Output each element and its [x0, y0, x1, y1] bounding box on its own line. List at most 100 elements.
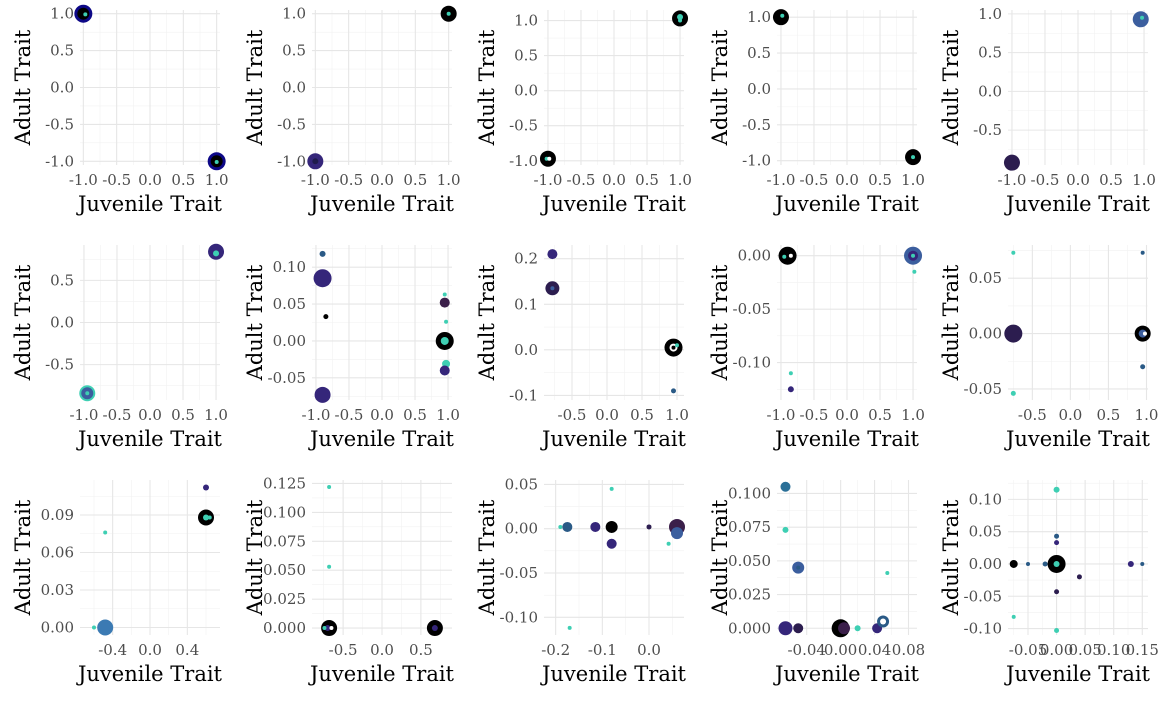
data-point [854, 625, 861, 632]
data-point [606, 538, 617, 549]
data-point [329, 626, 334, 631]
x-tick-label: 0.0 [835, 406, 859, 424]
data-point [780, 13, 785, 18]
data-point [1127, 560, 1134, 567]
y-tick-label: 1.0 [747, 8, 771, 26]
scatter-panel-14: -0.040.00 0.04 0.08 0.000 0.025 0.050 0.075 0.1… [708, 480, 925, 686]
data-point [782, 254, 787, 259]
x-tick-label: -1.0 [766, 406, 795, 424]
data-point [314, 386, 331, 403]
data-point [1054, 589, 1060, 595]
y-tick-label: 0.05 [969, 269, 1002, 287]
x-tick-label: -0.5 [800, 171, 829, 189]
y-tick-label: 0.5 [747, 44, 771, 62]
scatter-panel-3: -1.0 -0.5 0.0 0.5 1.0 -1.0 -0.5 0.0 0.5 1.0 Juveni… [475, 10, 692, 216]
x-tick-label: -0.4 [98, 641, 127, 659]
x-tick-label: -0.5 [103, 406, 132, 424]
x-tick-label: -0.05 [1009, 641, 1047, 659]
data-point [83, 12, 88, 17]
y-tick-label: -0.10 [500, 608, 538, 626]
y-tick-label: 0.00 [41, 619, 74, 637]
y-tick-label: 0.025 [263, 590, 306, 608]
data-point [793, 623, 804, 634]
y-tick-label: 0.06 [41, 544, 74, 562]
data-point [605, 520, 618, 533]
data-point [788, 253, 793, 258]
x-axis-title: Juvenile Trait [540, 192, 687, 216]
y-tick-label: 0.050 [263, 561, 306, 579]
data-point [92, 625, 96, 630]
data-point [1054, 627, 1060, 633]
y-axis-title: Adult Trait [243, 499, 267, 616]
scatter-panel-7: -1.0 -0.5 0.0 0.5 1.0 -0.05 0.00 0.05 0.10 Juveni… [243, 245, 460, 451]
x-tick-label: -0.5 [102, 171, 131, 189]
y-tick-label: 1.0 [514, 12, 538, 30]
x-tick-label: 1.0 [665, 406, 689, 424]
x-tick-label: -0.5 [1018, 406, 1047, 424]
data-point [312, 158, 319, 165]
x-tick-label: 1.0 [204, 406, 228, 424]
y-tick-label: 0.5 [50, 271, 74, 289]
data-point [323, 314, 329, 320]
data-point [324, 625, 331, 632]
y-axis-title: Adult Trait [708, 29, 732, 146]
data-point [440, 336, 449, 345]
y-axis-title: Adult Trait [939, 264, 963, 381]
data-point [1142, 331, 1147, 336]
y-tick-label: -0.5 [45, 115, 74, 133]
data-point [103, 530, 108, 535]
y-tick-label: 0.100 [263, 503, 306, 521]
data-point [912, 269, 917, 274]
x-axis-title: Juvenile Trait [308, 662, 455, 686]
data-point [646, 524, 652, 530]
data-point [550, 286, 555, 291]
y-tick-label: 0.025 [728, 586, 771, 604]
data-point [1011, 250, 1016, 255]
data-point [778, 621, 793, 636]
x-tick-label: 0.5 [1099, 171, 1123, 189]
data-point [322, 626, 327, 631]
x-tick-label: 0.0 [370, 641, 394, 659]
y-tick-label: 0.1 [514, 295, 538, 313]
data-point [590, 521, 601, 532]
y-tick-label: 0.5 [514, 47, 538, 65]
y-axis-title: Adult Trait [243, 264, 267, 381]
y-tick-label: -0.05 [733, 300, 771, 318]
y-tick-label: 0.000 [263, 619, 306, 637]
x-tick-label: -0.5 [567, 171, 596, 189]
y-axis-title: Adult Trait [11, 29, 35, 146]
y-tick-label: 1.0 [978, 5, 1002, 23]
data-point [203, 484, 209, 491]
y-tick-label: -0.1 [509, 386, 538, 404]
y-tick-label: 0.0 [50, 314, 74, 332]
x-tick-label: 0.0 [370, 406, 394, 424]
data-point [677, 14, 684, 21]
x-tick-label: 0.08 [892, 641, 925, 659]
data-point [1004, 324, 1023, 343]
x-tick-label: 0.5 [403, 171, 427, 189]
y-tick-label: 0.0 [978, 82, 1002, 100]
y-tick-label: -0.5 [45, 356, 74, 374]
x-tick-label: 1.0 [1135, 406, 1159, 424]
scatter-panel-6: -1.0 -0.5 0.0 0.5 1.0 -0.5 0.0 0.5 Juvenile Trai… [11, 243, 228, 451]
x-tick-label: 0.4 [175, 641, 199, 659]
x-axis-title: Juvenile Trait [773, 192, 920, 216]
y-axis-title: Adult Trait [939, 29, 963, 146]
data-point [1138, 329, 1147, 338]
y-tick-label: 0.0 [514, 341, 538, 359]
x-axis-title: Juvenile Trait [540, 427, 687, 451]
x-tick-label: 0.5 [171, 406, 195, 424]
y-axis-title: Adult Trait [475, 499, 499, 616]
x-axis-title: Juvenile Trait [76, 192, 223, 216]
y-tick-label: -0.05 [964, 587, 1002, 605]
y-tick-label: 0.05 [505, 475, 538, 493]
y-tick-label: 0.00 [738, 247, 771, 265]
x-tick-label: 0.0 [1058, 406, 1082, 424]
data-point [1140, 561, 1145, 566]
data-point [885, 571, 890, 575]
y-tick-label: 0.000 [728, 619, 771, 637]
y-tick-label: 0.03 [41, 581, 74, 599]
y-tick-label: 0.2 [514, 250, 538, 268]
x-tick-label: 0.0 [138, 641, 162, 659]
y-tick-label: -1.0 [742, 152, 771, 170]
